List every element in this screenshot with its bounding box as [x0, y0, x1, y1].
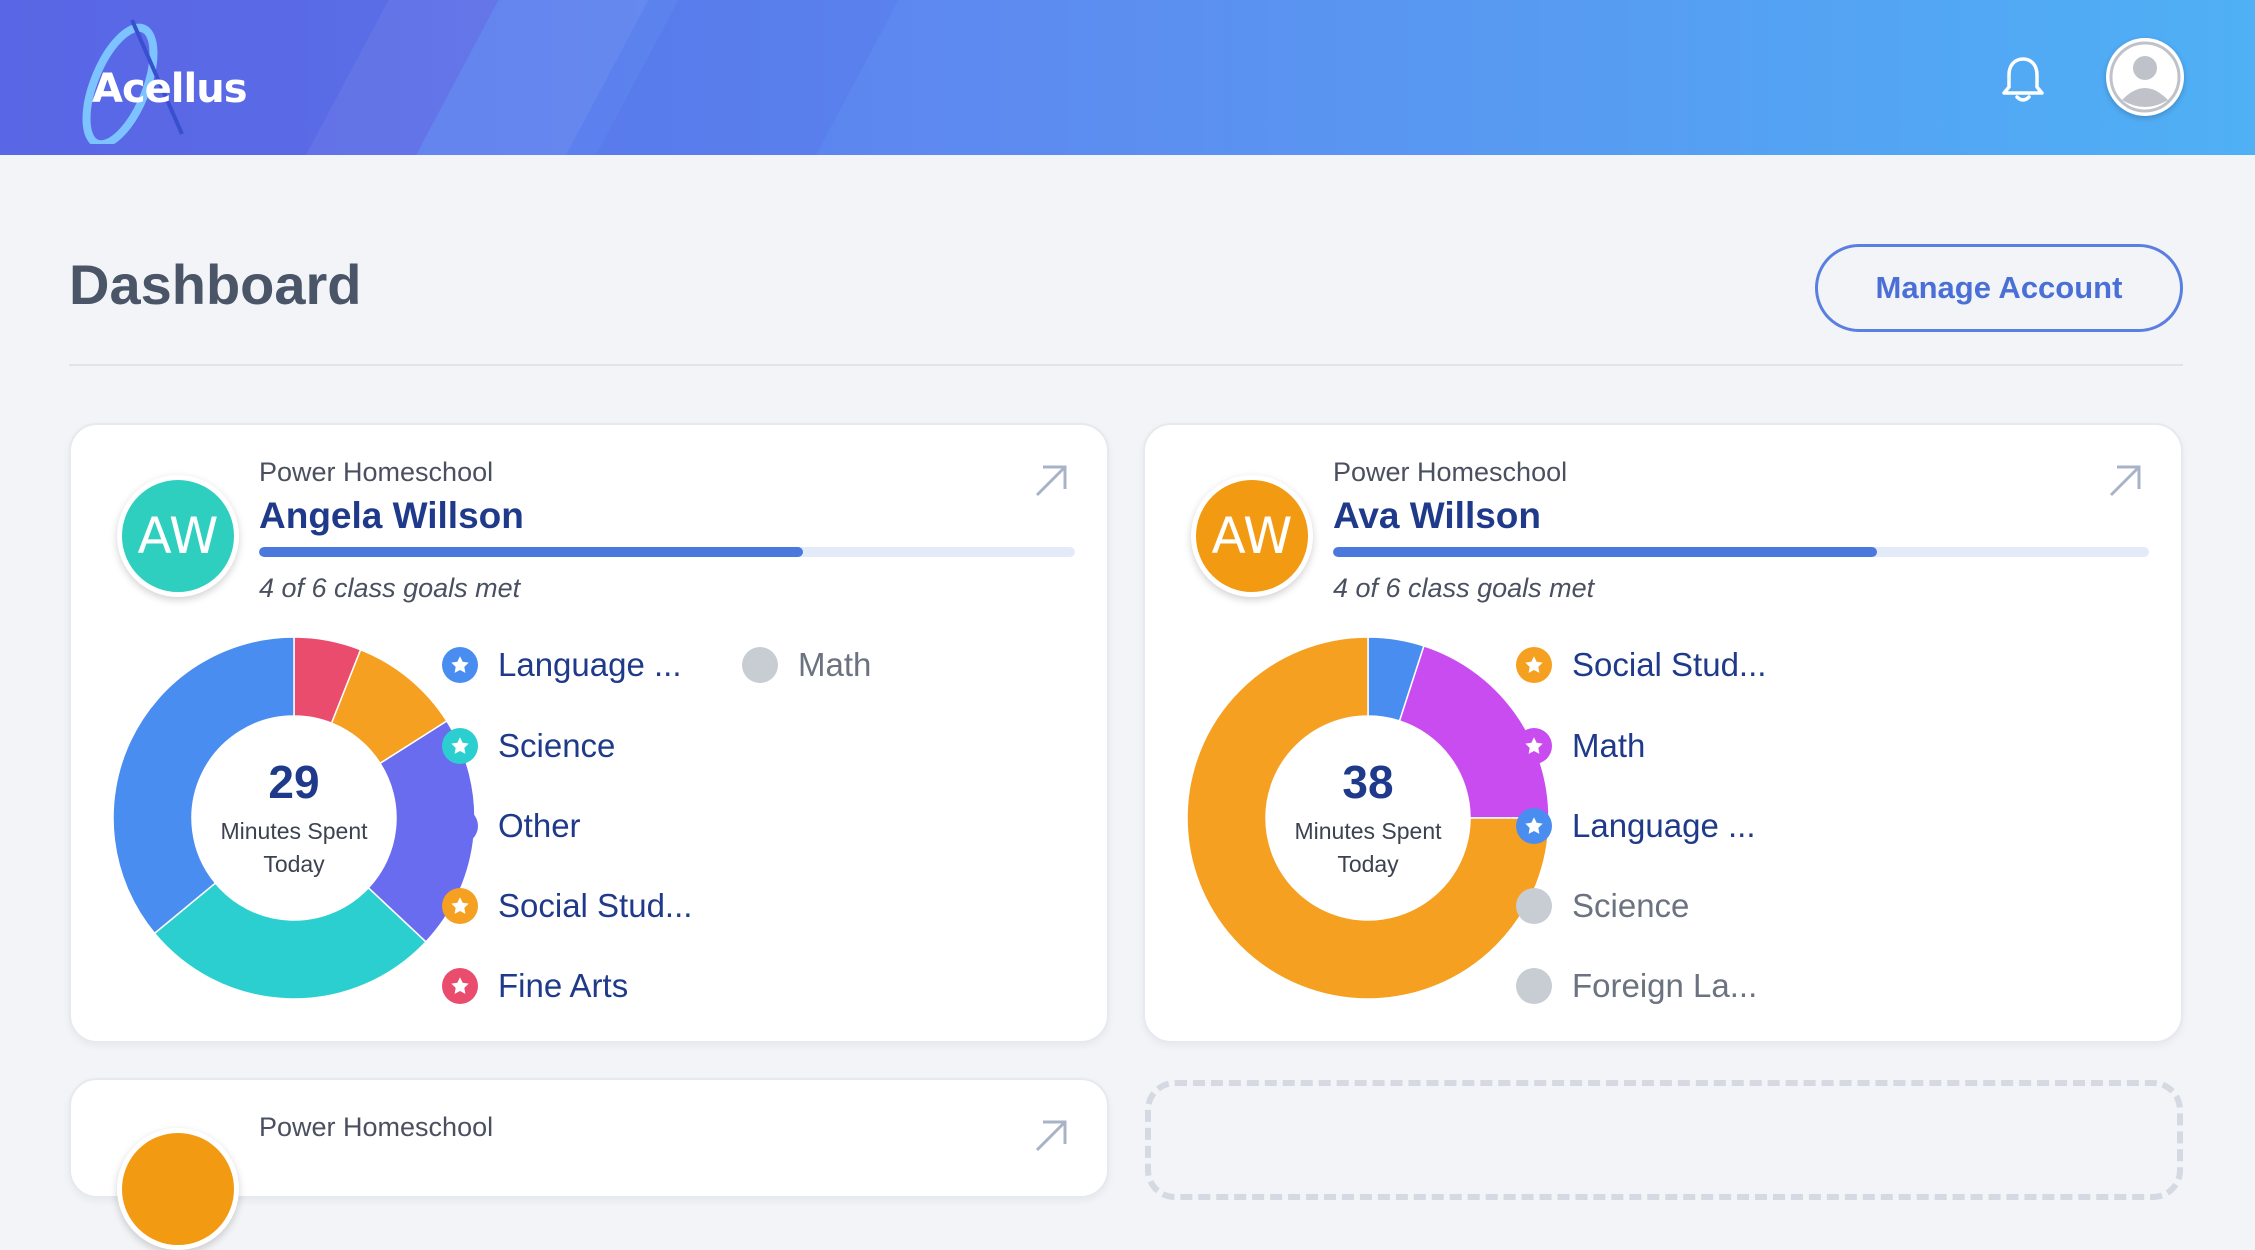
donut-slice-math — [1398, 644, 1550, 819]
open-arrow-icon[interactable] — [1031, 461, 1071, 501]
legend-item: Math — [742, 646, 871, 684]
minutes-label-line2: Today — [263, 851, 325, 877]
goals-text: 4 of 6 class goals met — [259, 573, 521, 603]
dot-icon — [1516, 968, 1552, 1004]
donut-slice-other — [367, 719, 476, 943]
star-icon — [442, 888, 478, 924]
time-donut-chart — [112, 636, 476, 1000]
legend-label: Math — [798, 646, 872, 683]
open-arrow-icon[interactable] — [1031, 1116, 1071, 1156]
donut-slice-science — [153, 881, 428, 1000]
legend-item: Science — [1516, 887, 1689, 925]
legend-label: Science — [1572, 887, 1690, 924]
goal-progress-fill — [259, 547, 804, 557]
donut-slice-language — [112, 636, 295, 935]
school-name: Power Homeschool — [259, 1112, 494, 1142]
student-avatar: AW — [1191, 475, 1313, 597]
star-icon — [1516, 647, 1552, 683]
legend-item: Science — [442, 727, 615, 765]
bell-icon[interactable] — [2000, 55, 2046, 105]
star-icon — [1516, 728, 1552, 764]
legend-label: Language ... — [1572, 807, 1756, 844]
goal-progress-fill — [1333, 547, 1878, 557]
time-donut-chart — [1186, 636, 1550, 1000]
dot-icon — [1516, 888, 1552, 924]
goal-progress-bar — [1333, 547, 2149, 557]
minutes-label-line1: Minutes Spent — [220, 818, 368, 844]
legend-label: Language ... — [498, 646, 682, 683]
logo-text: Acellus — [92, 66, 248, 112]
minutes-label: Minutes Spent Today — [111, 815, 477, 881]
student-name[interactable]: Angela Willson — [259, 495, 524, 536]
legend-item: Language ... — [1516, 807, 1756, 845]
legend-label: Foreign La... — [1572, 967, 1758, 1004]
user-avatar-icon[interactable] — [2106, 38, 2184, 116]
legend-label: Fine Arts — [498, 967, 629, 1004]
star-icon — [442, 728, 478, 764]
acellus-logo-icon[interactable] — [62, 14, 262, 144]
page-title: Dashboard — [69, 253, 362, 316]
legend-label: Science — [498, 727, 616, 764]
legend-item: Foreign La... — [1516, 967, 1757, 1005]
legend-item: Social Stud... — [442, 887, 692, 925]
school-name: Power Homeschool — [259, 457, 494, 487]
student-card[interactable]: AW Power Homeschool Ava Willson 4 of 6 c… — [1143, 423, 2183, 1043]
star-icon — [1516, 808, 1552, 844]
minutes-value: 38 — [1342, 756, 1394, 808]
legend-item: Language ... — [442, 646, 682, 684]
star-icon — [442, 647, 478, 683]
student-avatar: AW — [117, 475, 239, 597]
legend-label: Math — [1572, 727, 1646, 764]
goals-text: 4 of 6 class goals met — [1333, 573, 1595, 603]
student-card[interactable]: AW Power Homeschool Angela Willson 4 of … — [69, 423, 1109, 1043]
student-avatar — [117, 1128, 239, 1250]
student-name[interactable]: Ava Willson — [1333, 495, 1541, 536]
legend-item: Fine Arts — [442, 967, 628, 1005]
manage-account-button[interactable]: Manage Account — [1815, 244, 2183, 332]
legend-label: Other — [498, 807, 581, 844]
top-header: Acellus — [0, 0, 2255, 155]
legend-item: Social Stud... — [1516, 646, 1766, 684]
dot-icon — [442, 808, 478, 844]
school-name: Power Homeschool — [1333, 457, 1568, 487]
minutes-value: 29 — [268, 756, 320, 808]
student-card[interactable]: Power Homeschool — [69, 1078, 1109, 1250]
legend-label: Social Stud... — [1572, 646, 1767, 683]
minutes-label-line2: Today — [1337, 851, 1399, 877]
star-icon — [442, 968, 478, 1004]
minutes-label: Minutes Spent Today — [1185, 815, 1551, 881]
open-arrow-icon[interactable] — [2105, 461, 2145, 501]
goal-progress-bar — [259, 547, 1075, 557]
legend-label: Social Stud... — [498, 887, 693, 924]
minutes-label-line1: Minutes Spent — [1294, 818, 1442, 844]
add-student-placeholder[interactable] — [1145, 1080, 2183, 1200]
legend-item: Other — [442, 807, 581, 845]
divider — [69, 364, 2183, 366]
donut-slice-social-stud — [1186, 636, 1550, 1000]
legend-item: Math — [1516, 727, 1645, 765]
dot-icon — [742, 647, 778, 683]
